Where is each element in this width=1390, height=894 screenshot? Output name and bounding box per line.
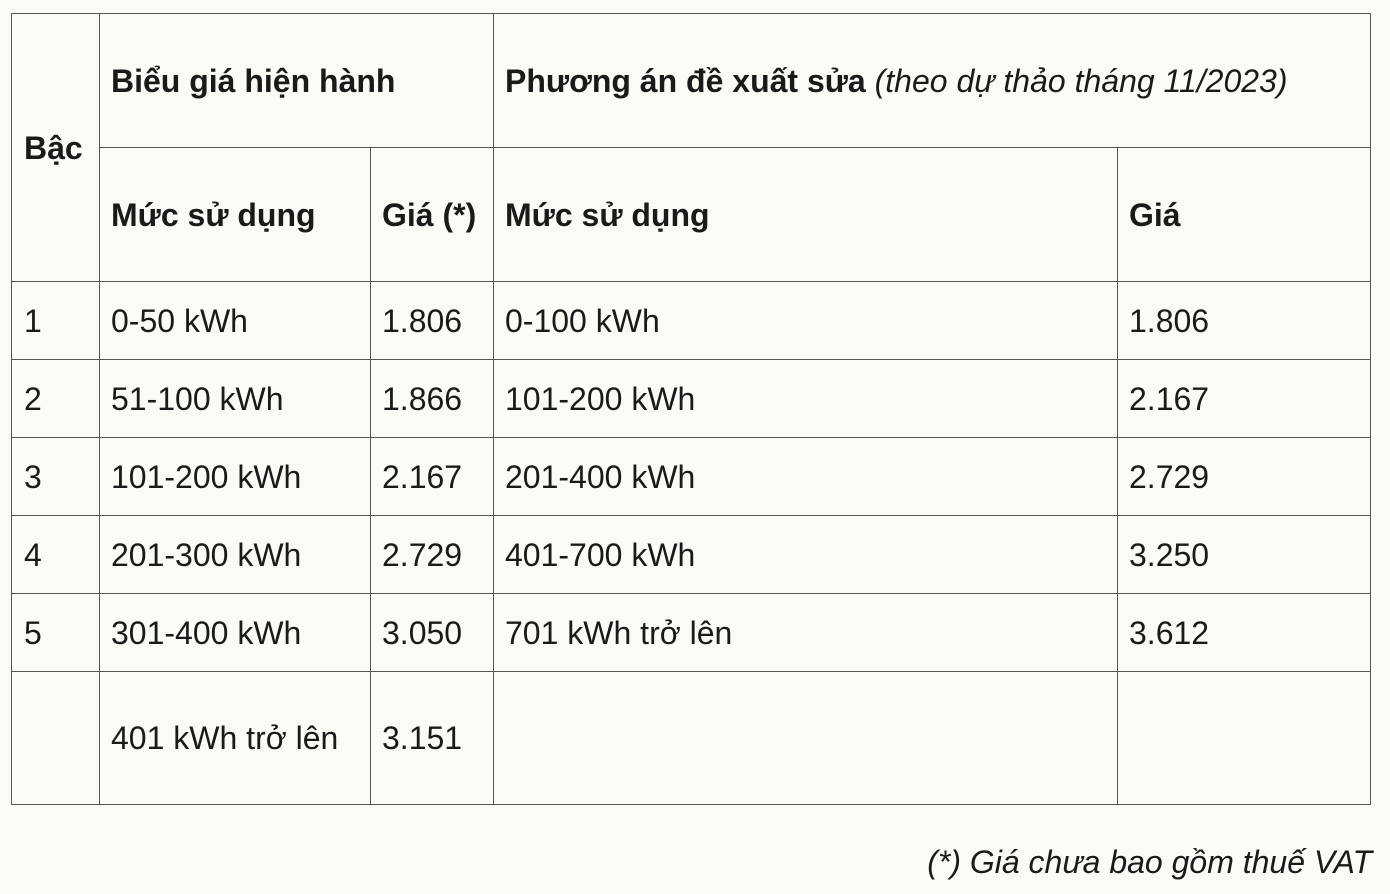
table-cell: 2.167: [370, 437, 494, 516]
header-cell: Mức sử dụng: [99, 147, 371, 282]
table-cell: 1.866: [370, 359, 494, 438]
table-cell: 1.806: [370, 281, 494, 360]
table-body: 1 0-50 kWh 1.806 0-100 kWh 1.806 2 51-100 kWh 1…: [11, 281, 1371, 805]
footnote: (*) Giá chưa bao gồm thuế VAT: [927, 844, 1372, 880]
table-cell: 2.729: [370, 515, 494, 594]
table-cell: 101-200 kWh: [99, 437, 371, 516]
table-cell: 701 kWh trở lên: [493, 593, 1118, 672]
table-cell: 3.250: [1117, 515, 1371, 594]
table-cell: 3: [11, 437, 100, 516]
header-cell: Giá: [1117, 147, 1371, 282]
table-cell: 2.729: [1117, 437, 1371, 516]
table-row: 3 101-200 kWh 2.167 201-400 kWh 2.729: [11, 437, 1371, 516]
table-row: 401 kWh trở lên 3.151: [11, 671, 1371, 805]
table-cell: 0-50 kWh: [99, 281, 371, 360]
header-cell: Giá (*): [370, 147, 494, 282]
header-cell: Bậc: [11, 13, 100, 282]
table-cell: 301-400 kWh: [99, 593, 371, 672]
table-cell: [1117, 671, 1371, 805]
table-cell: 0-100 kWh: [493, 281, 1118, 360]
table-cell: 1: [11, 281, 100, 360]
header-cell: Biểu giá hiện hành: [99, 13, 494, 148]
header-row: Bậc Biểu giá hiện hành Phương án đề xuất…: [11, 13, 1371, 282]
header-cell: Phương án đề xuất sửa (theo dự thảo thán…: [493, 13, 1371, 148]
table-cell: 3.151: [370, 671, 494, 805]
table-cell: 2: [11, 359, 100, 438]
table-row: 5 301-400 kWh 3.050 701 kWh trở lên 3.612: [11, 593, 1371, 672]
price-table: Bậc Biểu giá hiện hành Phương án đề xuất…: [11, 13, 1371, 805]
table-cell: [493, 671, 1118, 805]
table-row: 2 51-100 kWh 1.866 101-200 kWh 2.167: [11, 359, 1371, 438]
table-cell: 4: [11, 515, 100, 594]
header-row: Mức sử dụng Giá (*) Mức sử dụng Giá: [12, 147, 1371, 282]
table-cell: 3.050: [370, 593, 494, 672]
table-row: 1 0-50 kWh 1.806 0-100 kWh 1.806: [11, 281, 1371, 360]
table-cell: 101-200 kWh: [493, 359, 1118, 438]
table-cell: [11, 671, 100, 805]
header-text: Phương án đề xuất sửa: [505, 62, 866, 99]
table-cell: 2.167: [1117, 359, 1371, 438]
table-cell: 3.612: [1117, 593, 1371, 672]
table-cell: 201-400 kWh: [493, 437, 1118, 516]
header-note: (theo dự thảo tháng 11/2023): [874, 62, 1288, 99]
table-cell: 401 kWh trở lên: [99, 671, 371, 805]
table-row: 4 201-300 kWh 2.729 401-700 kWh 3.250: [11, 515, 1371, 594]
table-cell: 5: [11, 593, 100, 672]
table-cell: 201-300 kWh: [99, 515, 371, 594]
table-cell: 1.806: [1117, 281, 1371, 360]
table-cell: 401-700 kWh: [493, 515, 1118, 594]
table-cell: 51-100 kWh: [99, 359, 371, 438]
header-cell: Mức sử dụng: [493, 147, 1118, 282]
